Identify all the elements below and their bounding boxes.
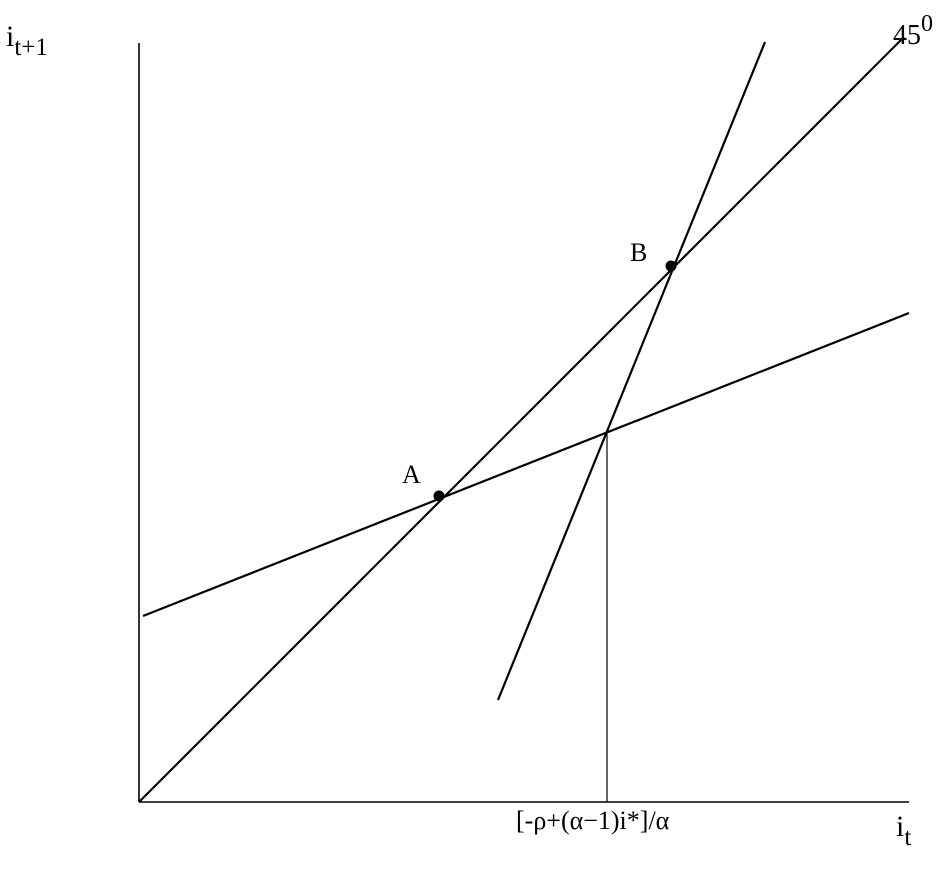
x-axis-label: it	[896, 812, 911, 850]
x-axis-label-subscript: t	[904, 823, 912, 851]
x-axis-label-base: i	[896, 810, 905, 843]
point-a-marker	[433, 490, 445, 502]
x-tick-label: [-ρ+(α−1)i*]/α	[516, 806, 670, 835]
y-axis-label: it+1	[6, 22, 48, 60]
diagonal-label-superscript: 0	[921, 11, 933, 37]
flat-line	[142, 311, 910, 618]
point-b-marker	[665, 260, 677, 272]
y-axis-label-subscript: t+1	[14, 33, 48, 61]
point-b-label: B	[630, 238, 648, 267]
45-degree-line	[138, 36, 905, 803]
steep-line	[496, 41, 767, 701]
diagonal-label-base: 45	[893, 20, 921, 52]
diagonal-label: 450	[893, 12, 933, 50]
y-axis-label-base: i	[6, 20, 15, 53]
point-a-label: A	[402, 460, 421, 489]
